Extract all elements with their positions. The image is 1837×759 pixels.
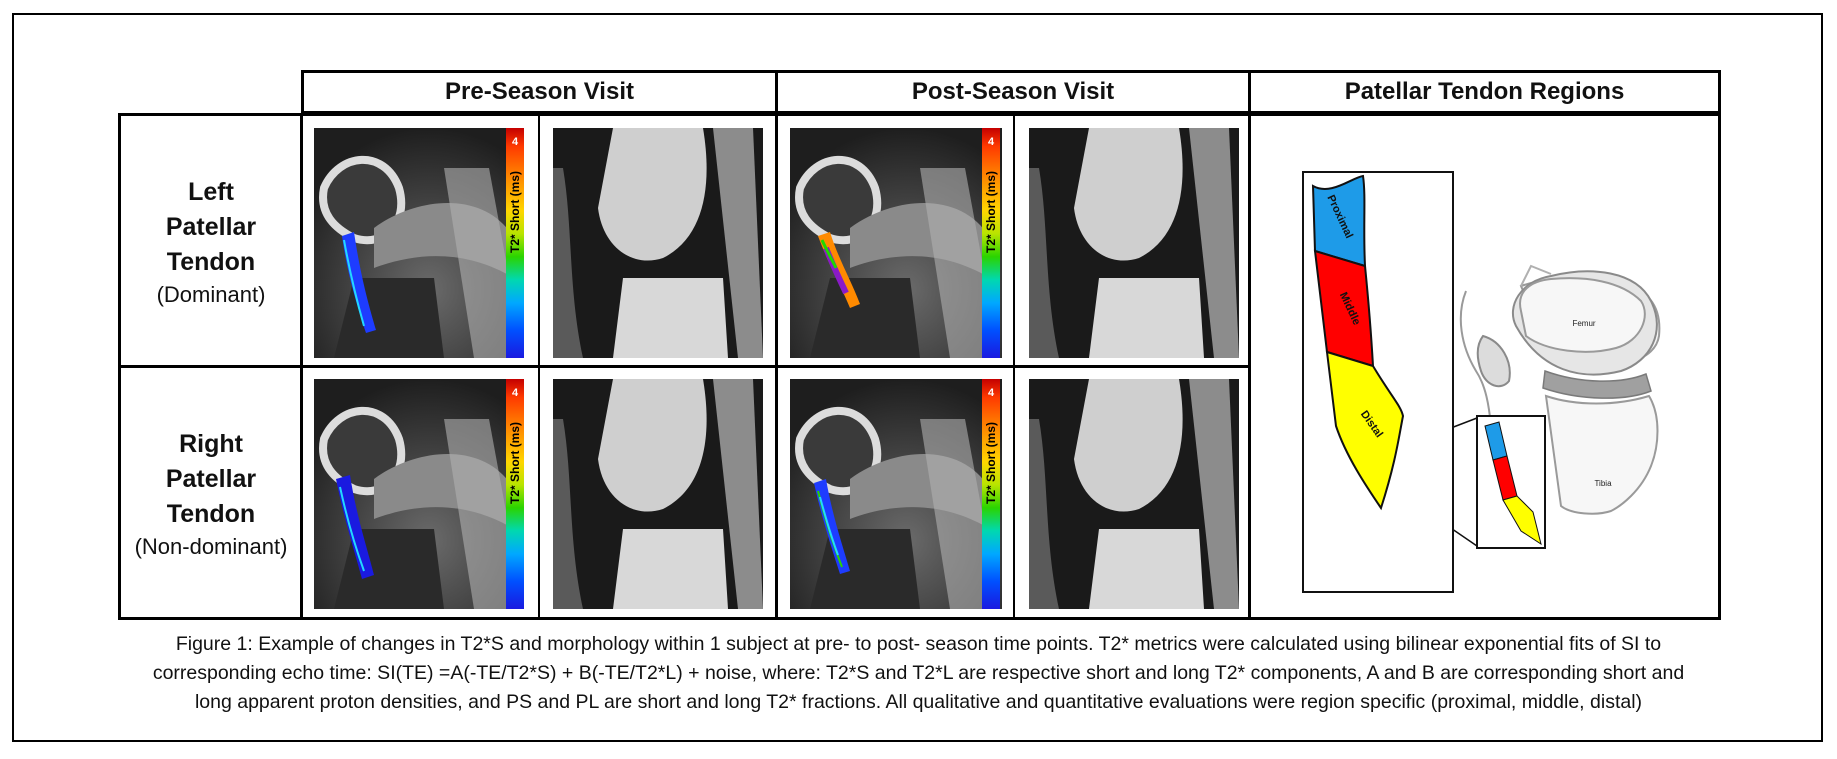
colorbar-gradient bbox=[506, 379, 524, 609]
mri-morphology-left-post bbox=[1029, 128, 1239, 358]
mri-morphology-right-pre bbox=[553, 379, 763, 609]
row-label-line: Tendon bbox=[166, 248, 256, 276]
caption-line: Figure 1: Example of changes in T2*S and… bbox=[175, 633, 1662, 655]
tendon-region-proximal bbox=[1311, 174, 1367, 268]
colorbar-axis-label: T2* Short (ms) bbox=[508, 171, 522, 253]
header-pre-season: Pre-Season Visit bbox=[301, 70, 778, 114]
colorbar-max-label: 4 bbox=[511, 136, 519, 148]
t2star-colorbar: 4 T2* Short (ms) bbox=[982, 379, 1000, 609]
colorbar-max-label: 4 bbox=[511, 387, 519, 399]
tendon-region-distal bbox=[1325, 350, 1405, 511]
mri-t2star-map-right-post bbox=[790, 379, 1002, 609]
t2star-colorbar: 4 T2* Short (ms) bbox=[982, 128, 1000, 358]
colorbar-gradient bbox=[982, 379, 1000, 609]
colorbar-gradient bbox=[506, 128, 524, 358]
regions-diagram: Femur Tibia Proximal Middle Distal bbox=[1251, 116, 1718, 617]
colorbar-max-label: 4 bbox=[987, 136, 995, 148]
mri-t2star-map-right-pre bbox=[314, 379, 524, 609]
caption-line: corresponding echo time: SI(TE) =A(-TE/T… bbox=[152, 662, 1685, 684]
row-label-qualifier: (Dominant) bbox=[156, 282, 266, 307]
grid-divider bbox=[118, 365, 1251, 368]
row-label-line: Right bbox=[179, 430, 243, 458]
row-label-line: Patellar bbox=[165, 465, 257, 493]
t2star-colorbar: 4 T2* Short (ms) bbox=[506, 379, 524, 609]
row-label-left: Left Patellar Tendon (Dominant) bbox=[120, 175, 302, 310]
colorbar-axis-label: T2* Short (ms) bbox=[984, 171, 998, 253]
mri-t2star-map-left-post bbox=[790, 128, 1002, 358]
colorbar-gradient bbox=[982, 128, 1000, 358]
colorbar-max-label: 4 bbox=[987, 387, 995, 399]
mri-morphology-right-post bbox=[1029, 379, 1239, 609]
t2star-colorbar: 4 T2* Short (ms) bbox=[506, 128, 524, 358]
header-regions: Patellar Tendon Regions bbox=[1248, 70, 1721, 114]
row-label-line: Tendon bbox=[166, 500, 256, 528]
femur-label: Femur bbox=[1572, 319, 1595, 328]
header-post-season: Post-Season Visit bbox=[775, 70, 1251, 114]
row-label-qualifier: (Non-dominant) bbox=[134, 534, 288, 559]
row-label-line: Left bbox=[188, 178, 234, 206]
caption-line: long apparent proton densities, and PS a… bbox=[194, 691, 1643, 713]
colorbar-axis-label: T2* Short (ms) bbox=[984, 422, 998, 504]
row-label-right: Right Patellar Tendon (Non-dominant) bbox=[120, 427, 302, 562]
mri-morphology-left-pre bbox=[553, 128, 763, 358]
figure-caption: Figure 1: Example of changes in T2*S and… bbox=[30, 630, 1807, 717]
colorbar-axis-label: T2* Short (ms) bbox=[508, 422, 522, 504]
row-label-line: Patellar bbox=[165, 213, 257, 241]
tibia-label: Tibia bbox=[1594, 479, 1612, 488]
mri-t2star-map-left-pre bbox=[314, 128, 524, 358]
